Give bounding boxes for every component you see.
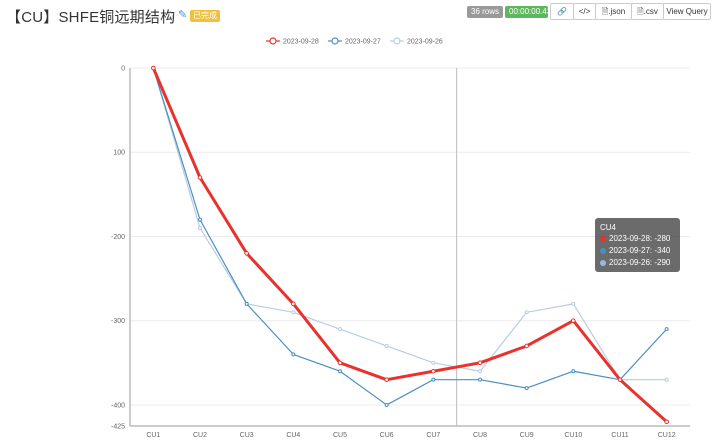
export-json-button[interactable]: 🗎.json [595, 3, 632, 20]
legend-item[interactable]: 2023-09-26 [390, 37, 443, 46]
dashboard-header: 【CU】SHFE铜远期结构 ☆ ✎ 已完成 36 rows 00:00:00.4… [0, 0, 713, 30]
data-point[interactable] [244, 251, 249, 256]
link-icon: 🔗 [557, 7, 567, 16]
edit-icon[interactable]: ✎ [178, 9, 188, 21]
series-line[interactable] [151, 67, 668, 423]
file-icon: 🗎 [601, 7, 609, 16]
chart-axes [129, 68, 690, 427]
x-tick-label: CU5 [333, 432, 347, 439]
y-tick-label: -200 [111, 234, 125, 241]
embed-button[interactable]: </> [573, 3, 596, 20]
link-button[interactable]: 🔗 [550, 3, 574, 20]
data-point[interactable] [337, 360, 343, 366]
x-tick-label: CU8 [473, 432, 487, 439]
x-tick-label: CU9 [520, 432, 534, 439]
tooltip-row: 2023-09-28: -280 [600, 233, 675, 245]
data-point[interactable] [198, 217, 202, 222]
chart-tooltip: CU4 2023-09-28: -280 2023-09-27: -340 20… [595, 218, 680, 272]
y-tick-label: -425 [111, 424, 125, 431]
tooltip-row-text: 2023-09-27: -340 [609, 246, 671, 255]
data-point[interactable] [291, 301, 296, 307]
tooltip-row: 2023-09-27: -340 [600, 245, 675, 257]
x-tick-label: CU1 [146, 432, 160, 439]
data-point[interactable] [478, 369, 482, 374]
series-dot-icon [600, 247, 606, 254]
legend-item[interactable]: 2023-09-27 [328, 37, 381, 46]
tooltip-row-text: 2023-09-26: -290 [609, 258, 671, 267]
data-point[interactable] [571, 369, 576, 374]
data-point[interactable] [198, 226, 202, 231]
export-json-label: .json [608, 7, 626, 16]
x-tick-label: CU4 [286, 432, 300, 439]
y-tick-label: 100 [113, 150, 125, 157]
data-point[interactable] [524, 343, 529, 349]
chart-series[interactable] [151, 65, 669, 425]
embed-code-icon: </> [578, 7, 591, 16]
data-point[interactable] [384, 402, 389, 407]
y-tick-label: -400 [111, 402, 125, 409]
tooltip-title: CU4 [600, 223, 617, 232]
x-tick-label: CU3 [240, 432, 254, 439]
data-point[interactable] [338, 327, 342, 332]
y-tick-label: 0 [121, 66, 125, 73]
star-icon[interactable]: ☆ [165, 8, 176, 22]
x-tick-label: CU10 [564, 432, 582, 439]
legend-label: 2023-09-26 [407, 39, 443, 46]
legend-marker [393, 37, 401, 45]
series-line[interactable] [152, 67, 667, 381]
data-point[interactable] [477, 360, 483, 366]
data-point[interactable] [244, 301, 249, 306]
x-axis-ticks: CU1 CU2 CU3 CU4 CU5 CU6 CU7 CU8 CU9 CU10 CU11 CU12 [146, 432, 675, 439]
data-point[interactable] [384, 377, 389, 382]
chart-legend[interactable]: 2023-09-28 2023-09-27 2023-09-26 [266, 37, 443, 46]
data-point[interactable] [524, 386, 529, 391]
data-point[interactable] [431, 377, 436, 382]
data-point[interactable] [384, 343, 389, 348]
x-tick-label: CU11 [611, 432, 628, 439]
data-point[interactable] [617, 377, 623, 382]
export-csv-label: .csv [643, 7, 658, 16]
y-tick-label: -300 [111, 318, 125, 325]
data-point[interactable] [338, 369, 342, 374]
status-tag: 已完成 [190, 10, 220, 22]
data-point[interactable] [151, 65, 156, 71]
series-line[interactable] [152, 67, 668, 406]
tooltip-row: 2023-09-26: -290 [600, 257, 675, 269]
legend-marker [269, 37, 277, 45]
data-point[interactable] [431, 360, 436, 365]
tooltip-row-text: 2023-09-28: -280 [609, 234, 671, 243]
data-point[interactable] [664, 419, 669, 425]
data-point[interactable] [197, 175, 203, 180]
x-tick-label: CU7 [426, 432, 440, 439]
time-badge: 00:00:00.43 [505, 6, 551, 18]
data-point[interactable] [524, 310, 529, 315]
x-tick-label: CU12 [658, 432, 676, 439]
legend-marker [331, 37, 339, 45]
data-point[interactable] [431, 368, 436, 374]
data-point[interactable] [571, 318, 576, 324]
chart-title: 【CU】SHFE铜远期结构 [6, 9, 176, 26]
legend-item[interactable]: 2023-09-28 [266, 37, 319, 46]
data-point[interactable] [571, 301, 576, 306]
file-icon: 🗎 [637, 7, 644, 16]
data-point[interactable] [664, 377, 669, 382]
view-query-button[interactable]: View Query [663, 3, 711, 20]
data-point[interactable] [664, 327, 669, 332]
data-point[interactable] [478, 377, 482, 382]
legend-label: 2023-09-27 [345, 39, 381, 46]
rows-badge: 36 rows [467, 6, 503, 18]
x-tick-label: CU6 [380, 432, 394, 439]
y-axis-ticks: 0 100 -200 -300 -400 -425 [111, 66, 125, 431]
data-point[interactable] [291, 352, 296, 357]
series-dot-icon [600, 259, 606, 266]
series-dot-icon [600, 235, 606, 242]
x-tick-label: CU2 [193, 432, 207, 439]
data-point[interactable] [291, 310, 296, 315]
export-csv-button[interactable]: 🗎.csv [631, 3, 664, 20]
legend-label: 2023-09-28 [283, 39, 319, 46]
